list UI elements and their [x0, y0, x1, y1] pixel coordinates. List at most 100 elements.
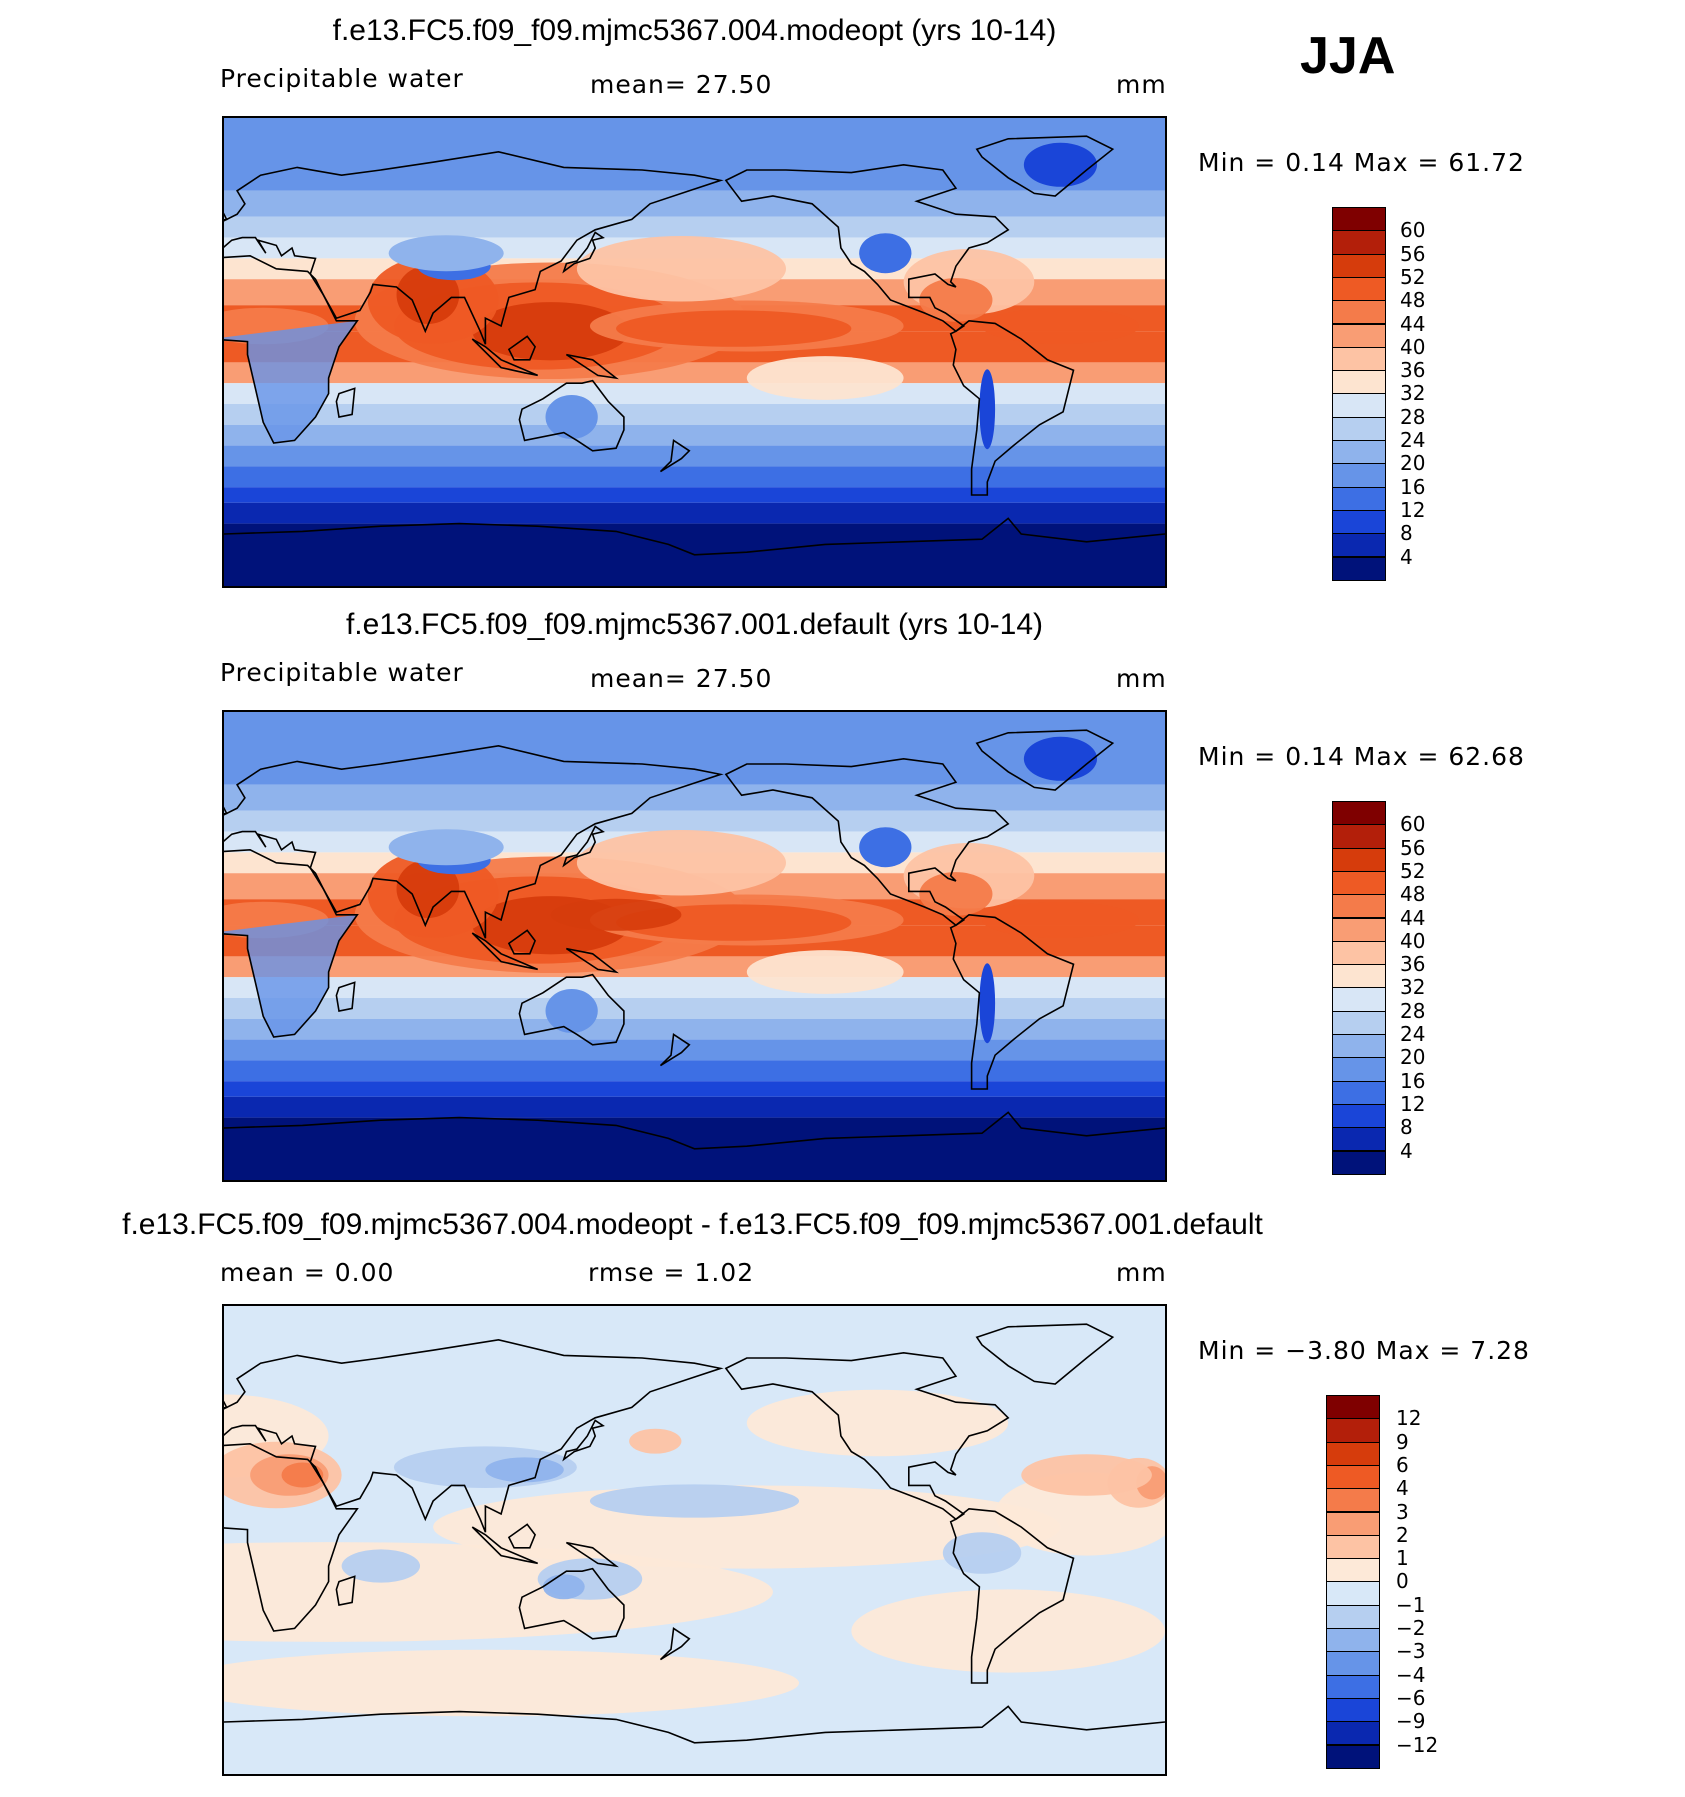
panel-1-units: mm: [1116, 70, 1167, 99]
colorbar-swatch: [1332, 1010, 1386, 1035]
colorbar-tick-label: −4: [1396, 1662, 1426, 1687]
panel-3-title: f.e13.FC5.f09_f09.mjmc5367.004.modeopt -…: [122, 1208, 1263, 1241]
coastline-nz: [659, 1627, 691, 1661]
colorbar-tick-label: 44: [1400, 905, 1426, 930]
coastlines: [224, 135, 1165, 556]
colorbar-swatch: [1326, 1674, 1380, 1699]
coastline-antarctica: [224, 517, 1165, 556]
colorbar-swatch: [1326, 1628, 1380, 1653]
colorbar-tick-label: 44: [1400, 311, 1426, 336]
colorbar-swatch: [1332, 370, 1386, 395]
colorbar-swatch: [1326, 1651, 1380, 1676]
coastline-australia: [518, 1567, 625, 1640]
colorbar-swatch: [1326, 1441, 1380, 1466]
colorbar-swatch: [1326, 1488, 1380, 1513]
colorbar-tick-label: 2: [1396, 1522, 1409, 1547]
panel-2-map-svg: [224, 712, 1165, 1180]
colorbar-swatch: [1332, 323, 1386, 348]
coastline-australia: [518, 973, 625, 1046]
colorbar-tick-label: 16: [1400, 1068, 1426, 1093]
coastline-australia: [518, 379, 625, 452]
colorbar-tick-label: 36: [1400, 358, 1426, 383]
colorbar-tick-label: 12: [1396, 1406, 1422, 1431]
coastline-indonesia: [471, 338, 539, 377]
panel-3-minmax: Min = −3.80 Max = 7.28: [1198, 1336, 1530, 1365]
coastline-eurasia: [224, 1338, 724, 1533]
field-layers: [224, 1306, 1165, 1774]
coastline-namerica: [724, 757, 1010, 927]
colorbar-swatch: [1332, 1103, 1386, 1129]
colorbar-swatch: [1332, 847, 1386, 872]
coastline-antarctica: [224, 1111, 1165, 1150]
coastline-greenland: [975, 729, 1115, 791]
colorbar-swatch: [1332, 276, 1386, 302]
colorbar-swatch: [1332, 894, 1386, 919]
colorbar-tick-label: −6: [1396, 1685, 1426, 1710]
coastline-eurasia: [224, 744, 724, 939]
colorbar-swatch: [1332, 300, 1386, 325]
panel-1-map-svg: [224, 118, 1165, 586]
colorbar-swatch: [1326, 1418, 1380, 1443]
colorbar-tick-label: 9: [1396, 1429, 1409, 1454]
colorbar-swatch: [1332, 486, 1386, 511]
colorbar-swatch: [1332, 987, 1386, 1012]
colorbar-swatch: [1326, 1721, 1380, 1746]
field-layers: [224, 712, 1165, 1180]
colorbar-swatch: [1332, 393, 1386, 418]
coastline-indonesia: [471, 932, 539, 971]
colorbar-tick-label: 56: [1400, 835, 1426, 860]
coastline-greenland: [975, 1323, 1115, 1385]
colorbar-swatch: [1332, 509, 1386, 535]
colorbar-tick-label: 32: [1400, 975, 1426, 1000]
coastline-samerica: [949, 1507, 1075, 1684]
colorbar-tick-label: 56: [1400, 241, 1426, 266]
panel-2-units: mm: [1116, 664, 1167, 693]
panel-3-rmse: rmse = 1.02: [588, 1258, 755, 1287]
coastline-africa: [224, 848, 359, 1038]
colorbar-tick-label: 4: [1396, 1476, 1409, 1501]
colorbar-swatch: [1332, 1080, 1386, 1105]
colorbar-tick-label: 8: [1400, 521, 1413, 546]
coastline-antarctica: [224, 1705, 1165, 1744]
colorbar-swatch: [1326, 1464, 1380, 1490]
colorbar-tick-label: 52: [1400, 858, 1426, 883]
coastline-madagascar: [335, 387, 356, 418]
colorbar-tick-label: −2: [1396, 1616, 1426, 1640]
colorbar-swatch: [1332, 917, 1386, 942]
colorbar-tick-label: 20: [1400, 451, 1426, 476]
colorbar-swatch: [1332, 440, 1386, 465]
colorbar-tick-label: 12: [1400, 1091, 1426, 1116]
coastline-borneo: [507, 1523, 537, 1549]
coastline-japan: [562, 231, 605, 274]
colorbar-tick-label: 60: [1400, 812, 1426, 837]
panel-2-variable: Precipitable water: [220, 658, 464, 687]
colorbar-swatch: [1326, 1395, 1380, 1420]
colorbar-swatch: [1332, 346, 1386, 372]
coastline-japan: [562, 825, 605, 868]
coastline-ng: [565, 1541, 619, 1568]
panel-1-variable: Precipitable water: [220, 64, 464, 93]
colorbar-swatch: [1332, 824, 1386, 849]
colorbar-tick-label: 36: [1400, 952, 1426, 977]
season-label: JJA: [1300, 27, 1396, 85]
colorbar-tick-label: 8: [1400, 1115, 1413, 1140]
colorbar-swatch: [1326, 1558, 1380, 1583]
colorbar-tick-label: 16: [1400, 474, 1426, 499]
coastline-ng: [565, 947, 619, 974]
colorbar-swatch: [1332, 964, 1386, 989]
coastline-nz: [659, 1033, 691, 1067]
colorbar-swatch: [1332, 940, 1386, 966]
colorbar-tick-label: 0: [1396, 1569, 1409, 1594]
colorbar-swatch: [1326, 1534, 1380, 1560]
colorbar-swatch: [1332, 416, 1386, 441]
colorbar-tick-label: −3: [1396, 1639, 1426, 1664]
coastline-nz: [659, 439, 691, 473]
colorbar-swatch: [1332, 870, 1386, 896]
coastlines: [224, 729, 1165, 1150]
colorbar-tick-label: 28: [1400, 998, 1426, 1023]
colorbar-tick-label: −9: [1396, 1709, 1426, 1734]
colorbar-tick-label: 28: [1400, 404, 1426, 429]
panel-2-minmax: Min = 0.14 Max = 62.68: [1198, 742, 1525, 771]
colorbar-tick-label: 24: [1400, 1022, 1426, 1046]
coastline-madagascar: [335, 1575, 356, 1606]
